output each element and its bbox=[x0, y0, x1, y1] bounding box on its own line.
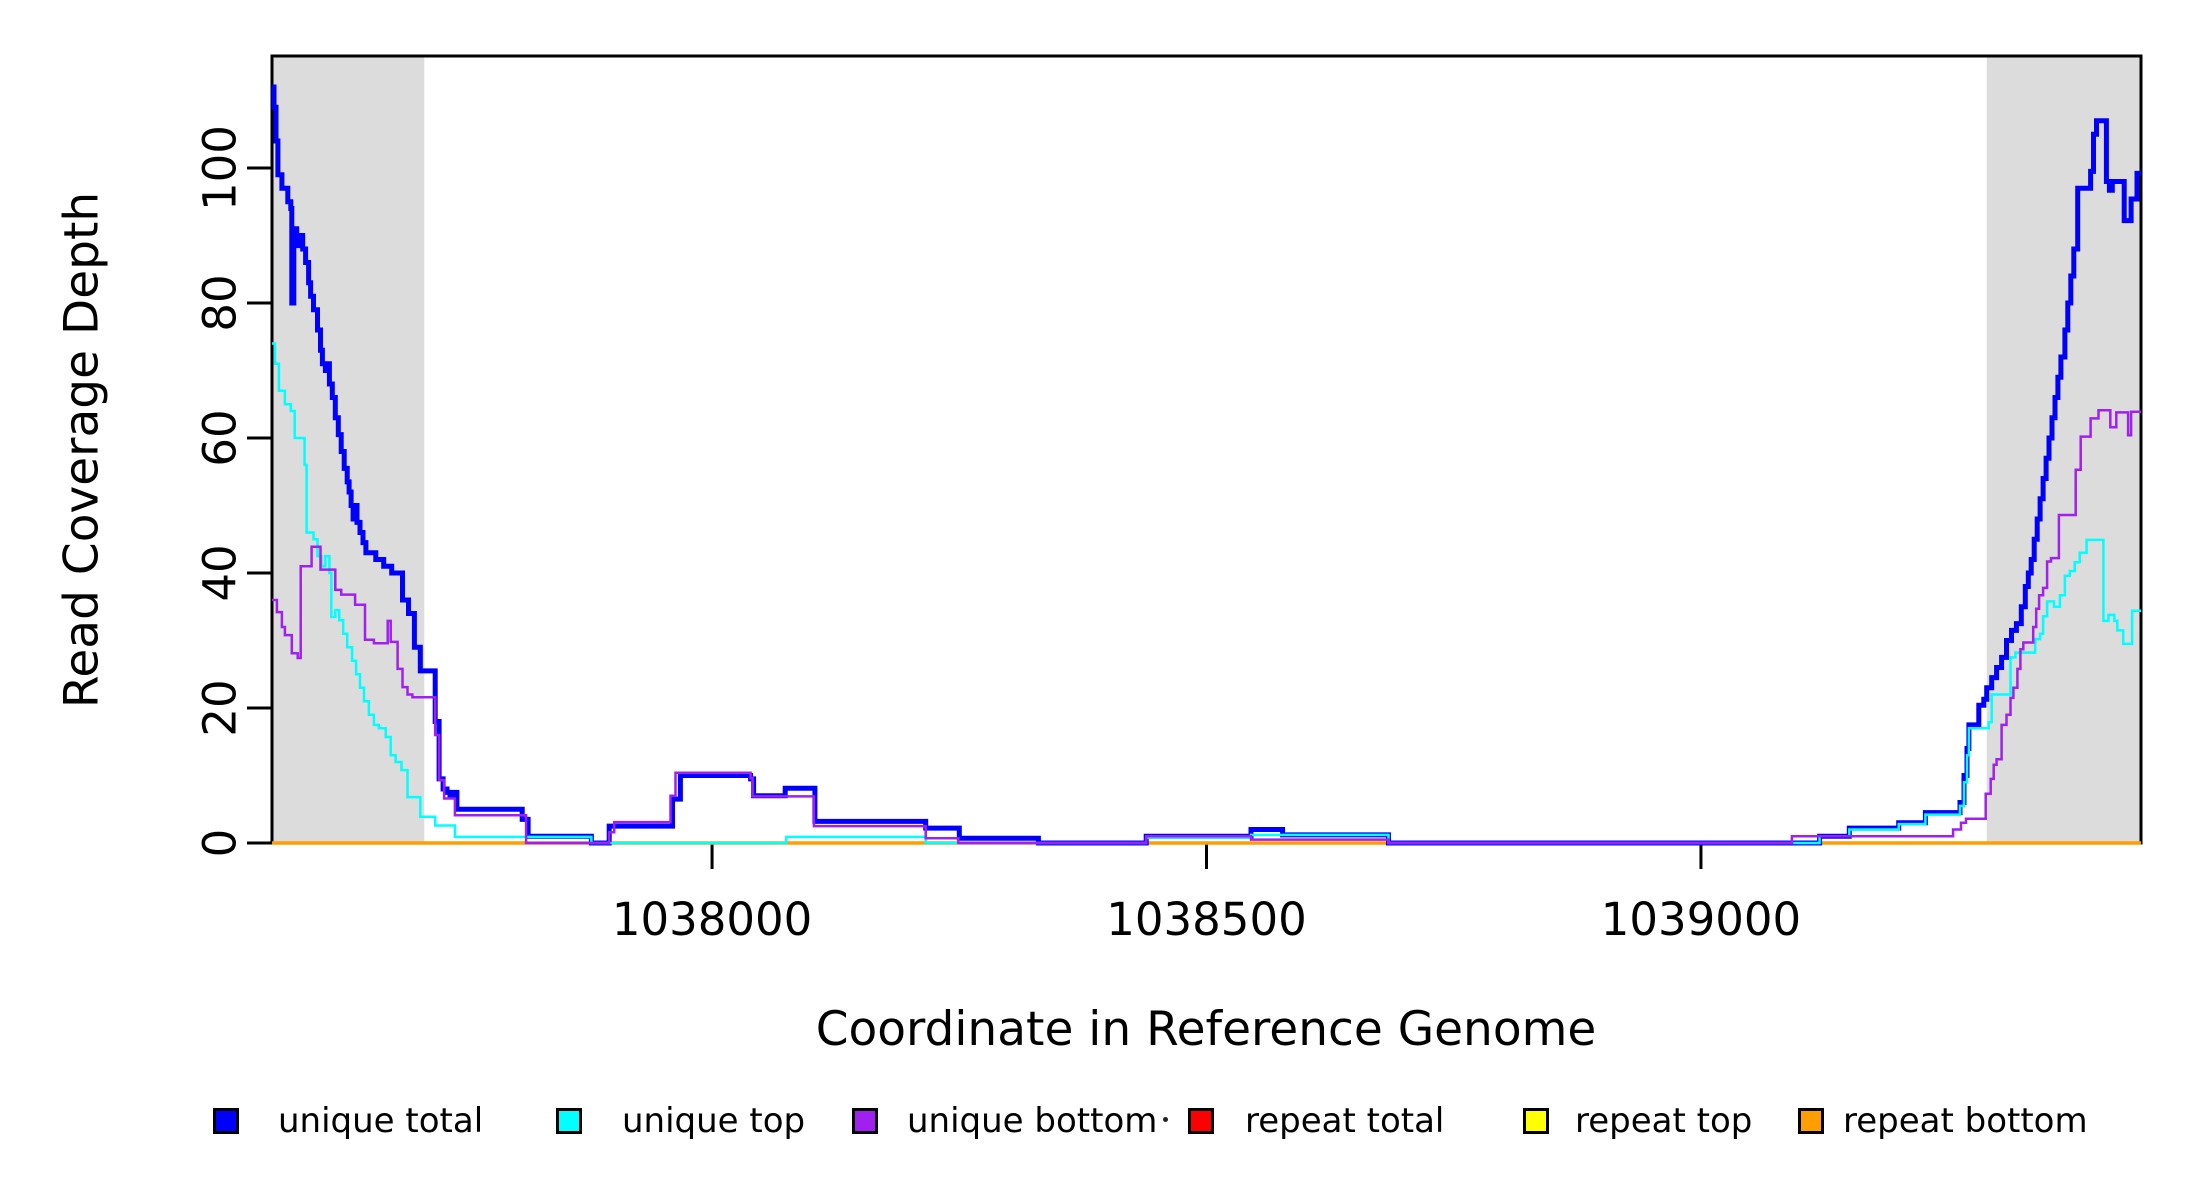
legend-label-repeat-bottom: repeat bottom bbox=[1843, 1101, 2088, 1141]
legend-swatch-repeat-top bbox=[1523, 1108, 1549, 1134]
y-tick-label-0: 0 bbox=[193, 828, 247, 858]
legend-swatch-repeat-bottom bbox=[1798, 1108, 1824, 1134]
legend-label-repeat-total: repeat total bbox=[1245, 1101, 1445, 1141]
stray-dot-artifact bbox=[1163, 1117, 1168, 1122]
legend-swatch-unique-top bbox=[556, 1108, 582, 1134]
x-tick-label-1039000: 1039000 bbox=[1600, 893, 1802, 946]
x-tick-label-1038500: 1038500 bbox=[1106, 893, 1307, 946]
shaded-region-band-0 bbox=[272, 56, 425, 843]
shaded-region-band-1 bbox=[1986, 56, 2141, 843]
legend-label-unique-top: unique top bbox=[622, 1101, 806, 1141]
legend-swatch-unique-total bbox=[213, 1108, 239, 1134]
x-tick-label-1038000: 1038000 bbox=[611, 893, 813, 946]
series-line-unique-total bbox=[271, 84, 2141, 846]
y-axis-title: Read Coverage Depth bbox=[54, 191, 110, 709]
legend-swatch-unique-bottom bbox=[852, 1108, 878, 1134]
series-line-unique-top bbox=[272, 342, 2141, 845]
y-tick-label-40: 40 bbox=[193, 544, 247, 602]
x-axis-title: Coordinate in Reference Genome bbox=[815, 1002, 1597, 1057]
legend-swatch-repeat-total bbox=[1188, 1108, 1214, 1134]
legend-label-unique-total: unique total bbox=[278, 1101, 484, 1141]
y-tick-label-100: 100 bbox=[193, 125, 247, 211]
series-line-unique-bottom bbox=[272, 409, 2141, 845]
y-tick-label-20: 20 bbox=[193, 679, 247, 737]
legend-label-repeat-top: repeat top bbox=[1575, 1101, 1753, 1141]
y-tick-label-60: 60 bbox=[193, 409, 247, 467]
plot-border-box bbox=[270, 54, 2143, 845]
y-tick-label-80: 80 bbox=[193, 274, 247, 332]
legend-label-unique-bottom: unique bottom bbox=[907, 1101, 1158, 1141]
